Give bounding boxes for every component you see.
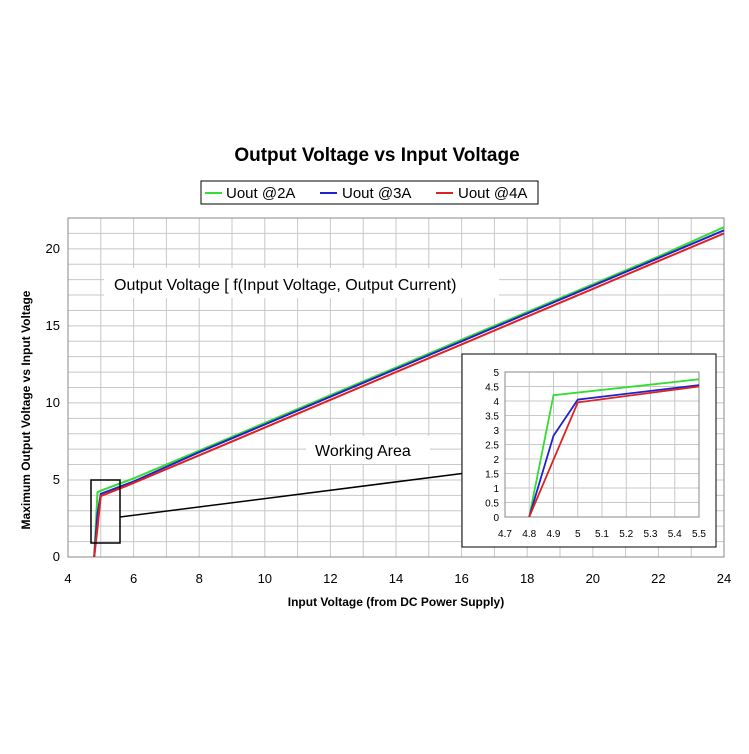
main-series-group xyxy=(93,226,724,557)
x-tick-label: 12 xyxy=(323,571,337,586)
y-tick-label: 0 xyxy=(53,549,60,564)
y-tick-label: 5 xyxy=(53,472,60,487)
x-tick-label: 6 xyxy=(130,571,137,586)
legend-box xyxy=(200,180,539,205)
x-tick-label: 4.7 xyxy=(498,529,512,540)
y-tick-label: 1 xyxy=(493,484,499,495)
x-tick-label: 18 xyxy=(520,571,534,586)
y-tick-label: 5 xyxy=(493,368,499,379)
series-line-uout-2a xyxy=(528,378,699,517)
y-tick-label: 10 xyxy=(46,395,60,410)
zoom-box xyxy=(90,479,121,544)
plot-frame xyxy=(67,217,725,558)
x-tick-label: 10 xyxy=(258,571,272,586)
x-tick-label: 5.4 xyxy=(668,529,682,540)
series-line-uout-4a xyxy=(528,385,699,517)
y-tick-label: 15 xyxy=(46,318,60,333)
x-tick-label: 4.8 xyxy=(522,529,536,540)
x-tick-label: 5 xyxy=(575,529,581,540)
inset-panel xyxy=(461,353,717,548)
inset-series-group xyxy=(528,378,699,517)
legend-label-2a: Uout @2A xyxy=(226,185,295,202)
series-line-uout-3a xyxy=(528,384,699,517)
x-axis-title: Input Voltage (from DC Power Supply) xyxy=(288,595,504,609)
series-line-uout-3a xyxy=(93,229,724,557)
x-tick-label: 5.3 xyxy=(644,529,658,540)
legend-label-3a: Uout @3A xyxy=(342,185,411,202)
x-tick-label: 5.2 xyxy=(619,529,633,540)
y-tick-label: 4.5 xyxy=(485,383,499,394)
x-tick-label: 22 xyxy=(651,571,665,586)
x-tick-label: 14 xyxy=(389,571,403,586)
inset-tick-labels: 4.7 4.8 4.9 5 5.1 5.2 5.3 5.4 5.5 0 0.5 1 1.5 2 2.5 3 3.… xyxy=(485,368,706,540)
x-tick-label: 16 xyxy=(454,571,468,586)
series-line-uout-2a xyxy=(93,226,724,557)
y-tick-label: 2.5 xyxy=(485,441,499,452)
y-tick-label: 3 xyxy=(493,426,499,437)
legend: Uout @2A Uout @3A Uout @4A xyxy=(200,180,539,205)
zoom-arrow-line xyxy=(119,472,467,518)
y-tick-label: 4 xyxy=(493,397,499,408)
annotation-formula-bg xyxy=(104,268,499,298)
y-tick-label: 20 xyxy=(46,241,60,256)
x-tick-label: 24 xyxy=(717,571,731,586)
x-tick-label: 8 xyxy=(196,571,203,586)
y-tick-label: 1.5 xyxy=(485,470,499,481)
y-axis-title: Maximum Output Voltage vs Input Voltage xyxy=(19,290,33,529)
annotation-working-area-bg xyxy=(306,436,430,464)
chart-title: Output Voltage vs Input Voltage xyxy=(234,145,519,166)
inset-plot-frame xyxy=(504,371,700,518)
y-tick-label: 2 xyxy=(493,455,499,466)
y-tick-label: 3.5 xyxy=(485,412,499,423)
x-tick-label: 20 xyxy=(586,571,600,586)
x-tick-label: 4.9 xyxy=(547,529,561,540)
annotation-working-area: Working Area xyxy=(315,443,411,460)
y-tick-label: 0 xyxy=(493,513,499,524)
annotation-formula: Output Voltage [ f(Input Voltage, Output… xyxy=(114,277,456,294)
y-tick-label: 0.5 xyxy=(485,499,499,510)
legend-label-4a: Uout @4A xyxy=(458,185,527,202)
x-tick-label: 4 xyxy=(64,571,71,586)
x-tick-label: 5.5 xyxy=(692,529,706,540)
x-tick-label: 5.1 xyxy=(595,529,609,540)
series-line-uout-4a xyxy=(93,232,724,557)
